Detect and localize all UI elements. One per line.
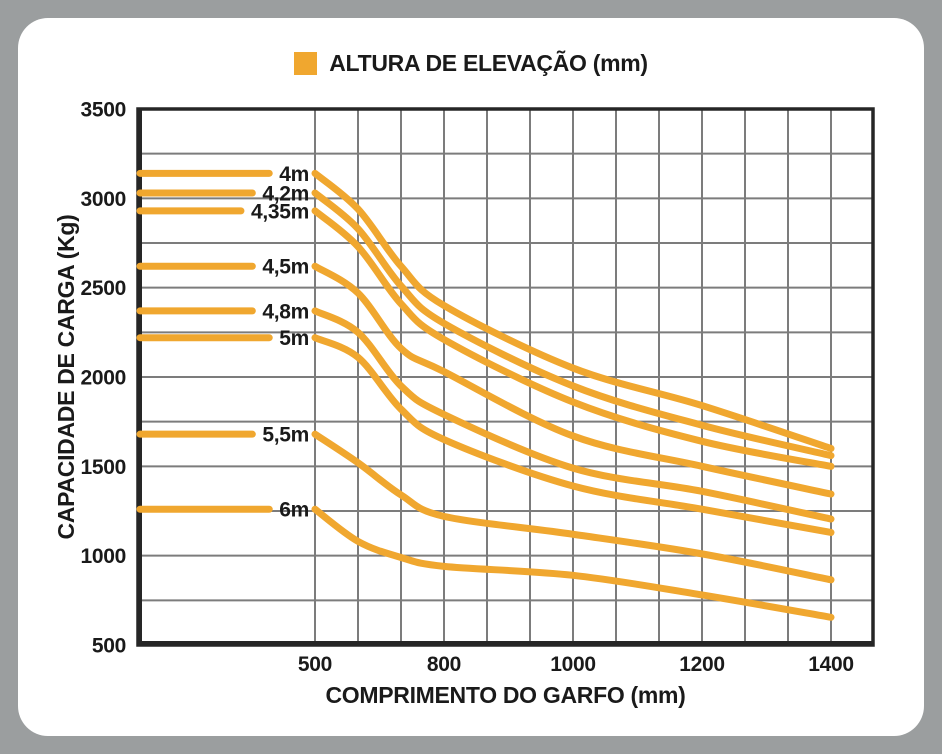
legend-label: ALTURA DE ELEVAÇÃO (mm) [329,50,648,76]
y-tick-label: 3500 [80,99,126,122]
x-tick-label: 1400 [808,653,854,676]
series-label-48m: 4,8m [262,300,309,323]
series-label-42m: 4,2m [262,182,309,205]
x-tick-label: 800 [427,653,461,676]
series-label-4m: 4m [279,163,309,186]
y-tick-label: 2000 [80,367,126,390]
series-curve-48m [311,307,835,523]
y-tick-label: 3000 [80,188,126,211]
series-curve-45m [311,262,835,498]
legend-color-swatch [294,52,318,75]
chart-legend: ALTURA DE ELEVAÇÃO (mm) [0,50,942,77]
series-label-45m: 4,5m [262,256,309,279]
series-label-435m: 4,35m [251,200,309,223]
plot-area: 500 1000 1500 2000 2500 3000 3500 500 800 1000 120… [53,99,875,708]
y-tick-label: 1000 [80,545,126,568]
x-tick-label: 1000 [550,653,596,676]
load-capacity-chart: 500 1000 1500 2000 2500 3000 3500 500 800 1000 120… [53,99,875,708]
series-curve-4m [311,169,835,452]
x-tick-label: 500 [298,653,332,676]
x-tick-label: 1200 [679,653,725,676]
series-curve-55m [311,430,835,584]
series-curve-435m [311,207,835,470]
series-curve-6m [311,505,835,621]
series-curve-42m [311,189,835,460]
x-axis-title: COMPRIMENTO DO GARFO (mm) [325,682,685,708]
y-tick-label: 500 [92,635,126,658]
y-tick-label: 1500 [80,456,126,479]
series-label-5m: 5m [279,327,309,350]
series-curve-5m [311,334,835,536]
series-label-55m: 5,5m [262,424,309,447]
series-label-6m: 6m [279,499,309,522]
y-tick-label: 2500 [80,277,126,300]
y-axis-title: CAPACIDADE DE CARGA (Kg) [53,214,79,539]
